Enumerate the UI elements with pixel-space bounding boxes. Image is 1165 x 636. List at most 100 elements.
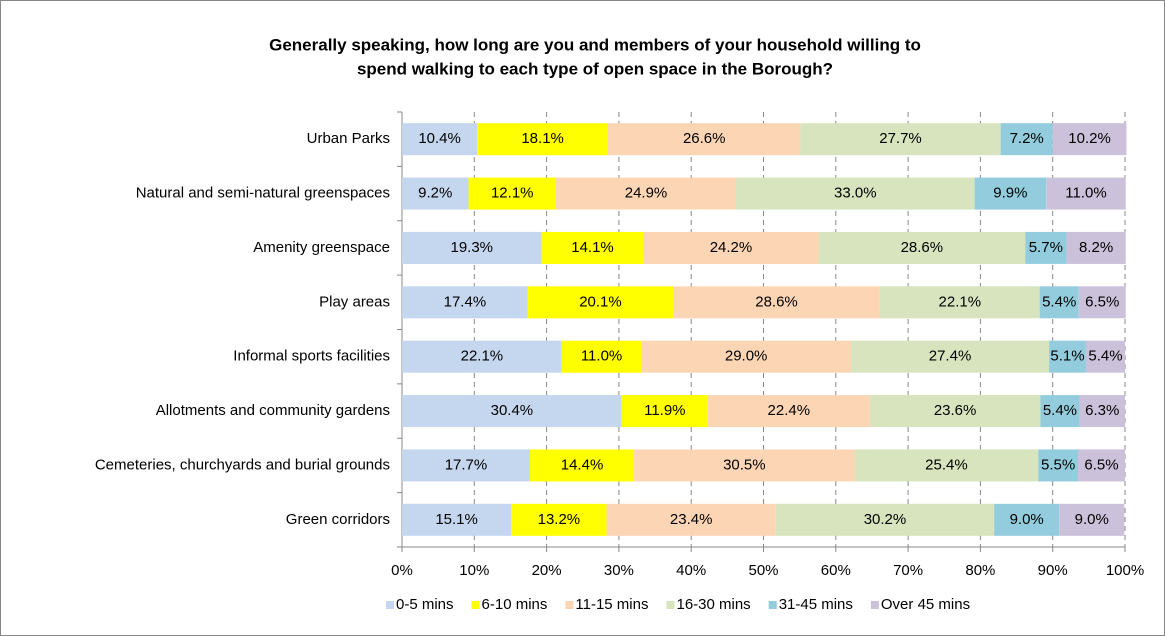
bar-segment: [850, 340, 1050, 373]
bar-segment: [608, 123, 801, 156]
chart-title: spend walking to each type of open space…: [357, 59, 833, 78]
bar-segment: [994, 503, 1060, 536]
data-label: 5.4%: [1088, 348, 1122, 365]
data-label: 5.1%: [1050, 348, 1084, 365]
data-label: 33.0%: [834, 185, 877, 202]
bar-segment: [1052, 123, 1127, 156]
bar-segment: [529, 449, 635, 482]
y-tick-label: Amenity greenspace: [253, 239, 390, 256]
x-tick-label: 90%: [1038, 562, 1068, 579]
x-tick-label: 70%: [893, 562, 923, 579]
legend-swatch: [386, 601, 394, 609]
y-tick-label: Play areas: [319, 293, 390, 310]
y-tick-label: Informal sports facilities: [233, 348, 390, 365]
data-label: 25.4%: [925, 456, 968, 473]
data-label: 5.5%: [1041, 456, 1075, 473]
bar-segment: [643, 231, 819, 264]
bar-segment: [402, 503, 512, 536]
bar-segment: [1078, 286, 1126, 319]
legend-swatch: [471, 601, 480, 609]
bar-segment: [606, 503, 776, 536]
bar-segment: [1059, 503, 1125, 536]
bar-segment: [1079, 395, 1125, 428]
legend-swatch: [768, 601, 777, 609]
bar-segment: [511, 503, 607, 536]
x-tick-label: 0%: [391, 562, 413, 579]
bar-segment: [561, 340, 642, 373]
x-tick-label: 100%: [1106, 562, 1144, 579]
bar-segment: [854, 449, 1039, 482]
bar-segment: [879, 286, 1040, 319]
x-tick-label: 20%: [532, 562, 562, 579]
data-label: 27.4%: [929, 348, 972, 365]
data-label: 9.0%: [1010, 511, 1044, 528]
y-tick-label: Cemeteries, churchyards and burial groun…: [95, 456, 390, 473]
data-label: 6.5%: [1085, 293, 1119, 310]
chart-title: Generally speaking, how long are you and…: [269, 35, 921, 54]
y-tick-label: Green corridors: [286, 511, 390, 528]
bar-segment: [641, 340, 851, 373]
y-tick-label: Urban Parks: [307, 130, 390, 147]
data-label: 18.1%: [521, 130, 564, 147]
legend-swatch: [565, 601, 574, 609]
bar-segment: [477, 123, 609, 156]
bar-segment: [1039, 286, 1079, 319]
bar-segment: [974, 177, 1047, 210]
data-label: 15.1%: [435, 511, 478, 528]
legend-swatch: [870, 601, 879, 609]
bar-segment: [707, 395, 870, 428]
data-label: 11.9%: [644, 402, 685, 419]
data-label: 11.0%: [581, 348, 622, 365]
data-label: 22.4%: [768, 402, 811, 419]
data-label: 22.1%: [939, 293, 982, 310]
bar-segment: [555, 177, 737, 210]
data-label: 11.0%: [1065, 185, 1106, 202]
y-tick-label: Allotments and community gardens: [156, 402, 390, 419]
data-label: 29.0%: [725, 348, 768, 365]
bar-segment: [1078, 449, 1125, 482]
bar-segment: [402, 123, 478, 156]
data-label: 22.1%: [461, 348, 504, 365]
bar-segment: [621, 395, 708, 428]
data-label: 30.4%: [491, 402, 534, 419]
bar-segment: [775, 503, 995, 536]
data-label: 6.3%: [1085, 402, 1119, 419]
data-label: 27.7%: [879, 130, 922, 147]
data-label: 9.9%: [993, 185, 1027, 202]
bar-segment: [1025, 231, 1067, 264]
data-label: 23.4%: [670, 511, 713, 528]
bar-segment: [673, 286, 880, 319]
legend-label: 11-15 mins: [575, 596, 648, 613]
bar-segment: [1040, 395, 1080, 428]
bar-segment: [402, 286, 528, 319]
bar-segment: [402, 177, 469, 210]
bar-segment: [402, 231, 542, 264]
bar-segment: [402, 395, 622, 428]
data-label: 14.4%: [561, 456, 604, 473]
data-label: 24.2%: [710, 239, 753, 256]
legend-label: 0-5 mins: [396, 596, 454, 613]
data-label: 5.4%: [1042, 293, 1076, 310]
data-label: 5.4%: [1043, 402, 1077, 419]
data-label: 30.5%: [723, 456, 766, 473]
data-label: 23.6%: [934, 402, 977, 419]
legend-label: 16-30 mins: [676, 596, 750, 613]
data-label: 12.1%: [491, 185, 534, 202]
data-label: 7.2%: [1010, 130, 1044, 147]
bar-segment: [402, 340, 562, 373]
data-label: 10.2%: [1068, 130, 1111, 147]
bar-segment: [402, 449, 530, 482]
bar-segment: [1085, 340, 1125, 373]
data-label: 14.1%: [571, 239, 614, 256]
bar-segment: [1038, 449, 1079, 482]
data-label: 28.6%: [755, 293, 798, 310]
data-label: 17.7%: [445, 456, 488, 473]
data-label: 24.9%: [625, 185, 668, 202]
legend-label: 6-10 mins: [482, 596, 548, 613]
data-label: 30.2%: [864, 511, 907, 528]
bar-segment: [1066, 231, 1126, 264]
legend-swatch: [666, 601, 675, 609]
bar-segment: [1000, 123, 1053, 156]
data-label: 26.6%: [683, 130, 726, 147]
data-label: 9.2%: [418, 185, 452, 202]
